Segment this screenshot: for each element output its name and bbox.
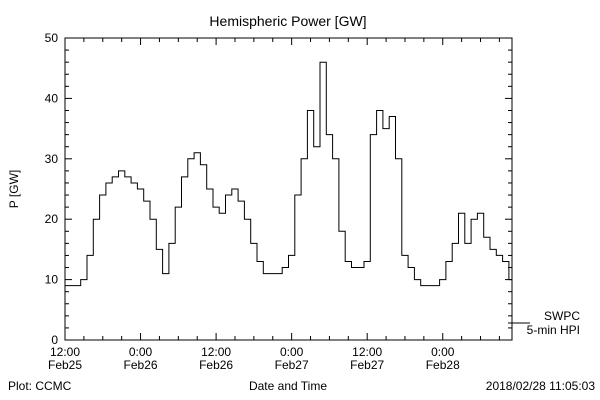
hpi-data-line [65,61,512,287]
x-tick-date-label: Feb27 [350,358,384,372]
y-tick-label: 30 [45,152,59,166]
x-axis-title: Date and Time [249,379,327,393]
y-tick-label: 10 [45,273,59,287]
y-tick-label: 20 [45,212,59,226]
x-tick-date-label: Feb26 [124,358,158,372]
footer-plot-source: Plot: CCMC [8,379,72,393]
x-tick-time-label: 12:00 [50,345,80,359]
x-tick-date-label: Feb25 [48,358,82,372]
x-tick-time-label: 0:00 [431,345,455,359]
chart-title: Hemispheric Power [GW] [209,13,366,29]
legend-series-name: SWPC [544,309,580,323]
y-tick-label: 0 [51,333,58,347]
x-tick-date-label: Feb28 [426,358,460,372]
legend-series-desc: 5-min HPI [527,323,580,337]
x-tick-time-label: 0:00 [129,345,153,359]
y-axis-title: P [GW] [7,170,21,208]
x-tick-time-label: 0:00 [280,345,304,359]
footer-timestamp: 2018/02/28 11:05:03 [486,379,596,393]
x-tick-date-label: Feb27 [275,358,309,372]
y-tick-label: 40 [45,91,59,105]
x-tick-date-label: Feb26 [199,358,233,372]
plot-frame [64,37,513,341]
x-tick-time-label: 12:00 [352,345,382,359]
y-tick-label: 50 [45,31,59,45]
axis-ticks: 0102030405012:00Feb250:00Feb2612:00Feb26… [45,31,512,372]
x-tick-time-label: 12:00 [201,345,231,359]
